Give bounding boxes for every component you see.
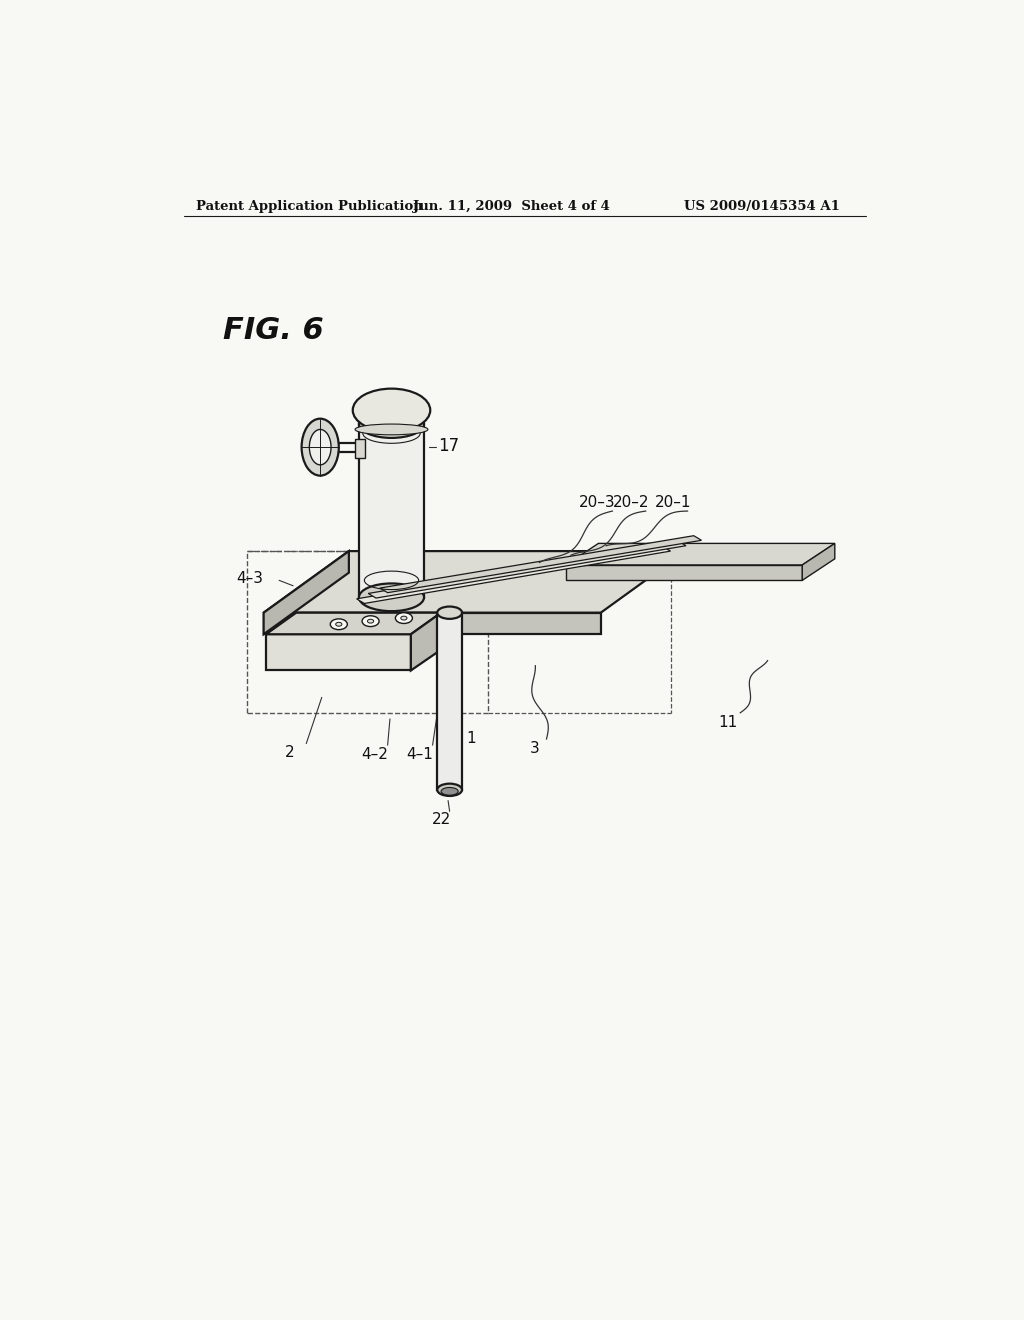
Ellipse shape: [359, 411, 424, 438]
Text: Jun. 11, 2009  Sheet 4 of 4: Jun. 11, 2009 Sheet 4 of 4: [414, 201, 610, 214]
Polygon shape: [356, 546, 671, 603]
Text: 2: 2: [285, 746, 294, 760]
Polygon shape: [411, 612, 441, 671]
Polygon shape: [266, 612, 441, 635]
Ellipse shape: [359, 583, 424, 611]
Text: 4–3: 4–3: [237, 570, 263, 586]
Text: 3: 3: [530, 741, 540, 756]
Ellipse shape: [400, 616, 407, 620]
Ellipse shape: [352, 388, 430, 432]
Text: 1: 1: [466, 731, 475, 747]
Ellipse shape: [368, 619, 374, 623]
Ellipse shape: [355, 424, 428, 434]
Polygon shape: [263, 612, 601, 635]
Ellipse shape: [302, 418, 339, 475]
Ellipse shape: [441, 788, 458, 795]
Ellipse shape: [336, 622, 342, 626]
Polygon shape: [369, 541, 686, 598]
Polygon shape: [566, 544, 835, 565]
Text: 17: 17: [438, 437, 459, 454]
Text: FIG. 6: FIG. 6: [222, 317, 324, 346]
Ellipse shape: [362, 615, 379, 627]
Polygon shape: [380, 536, 701, 593]
Polygon shape: [802, 544, 835, 581]
Text: US 2009/0145354 A1: US 2009/0145354 A1: [684, 201, 841, 214]
Text: Patent Application Publication: Patent Application Publication: [197, 201, 423, 214]
Ellipse shape: [437, 607, 462, 619]
Ellipse shape: [395, 612, 413, 623]
Ellipse shape: [437, 784, 462, 796]
Polygon shape: [263, 552, 349, 635]
Polygon shape: [266, 635, 411, 671]
Text: 20–1: 20–1: [655, 495, 692, 510]
Polygon shape: [263, 552, 686, 612]
Text: 20–3: 20–3: [579, 495, 615, 510]
Text: 20–2: 20–2: [612, 495, 649, 510]
Text: 22: 22: [432, 812, 452, 826]
Ellipse shape: [331, 619, 347, 630]
Text: 4–1: 4–1: [406, 747, 433, 762]
Text: 11: 11: [718, 714, 737, 730]
Polygon shape: [437, 612, 462, 789]
Ellipse shape: [309, 429, 331, 465]
Polygon shape: [355, 440, 366, 458]
Polygon shape: [359, 424, 424, 597]
Text: 4–2: 4–2: [361, 747, 388, 762]
Polygon shape: [566, 565, 802, 581]
